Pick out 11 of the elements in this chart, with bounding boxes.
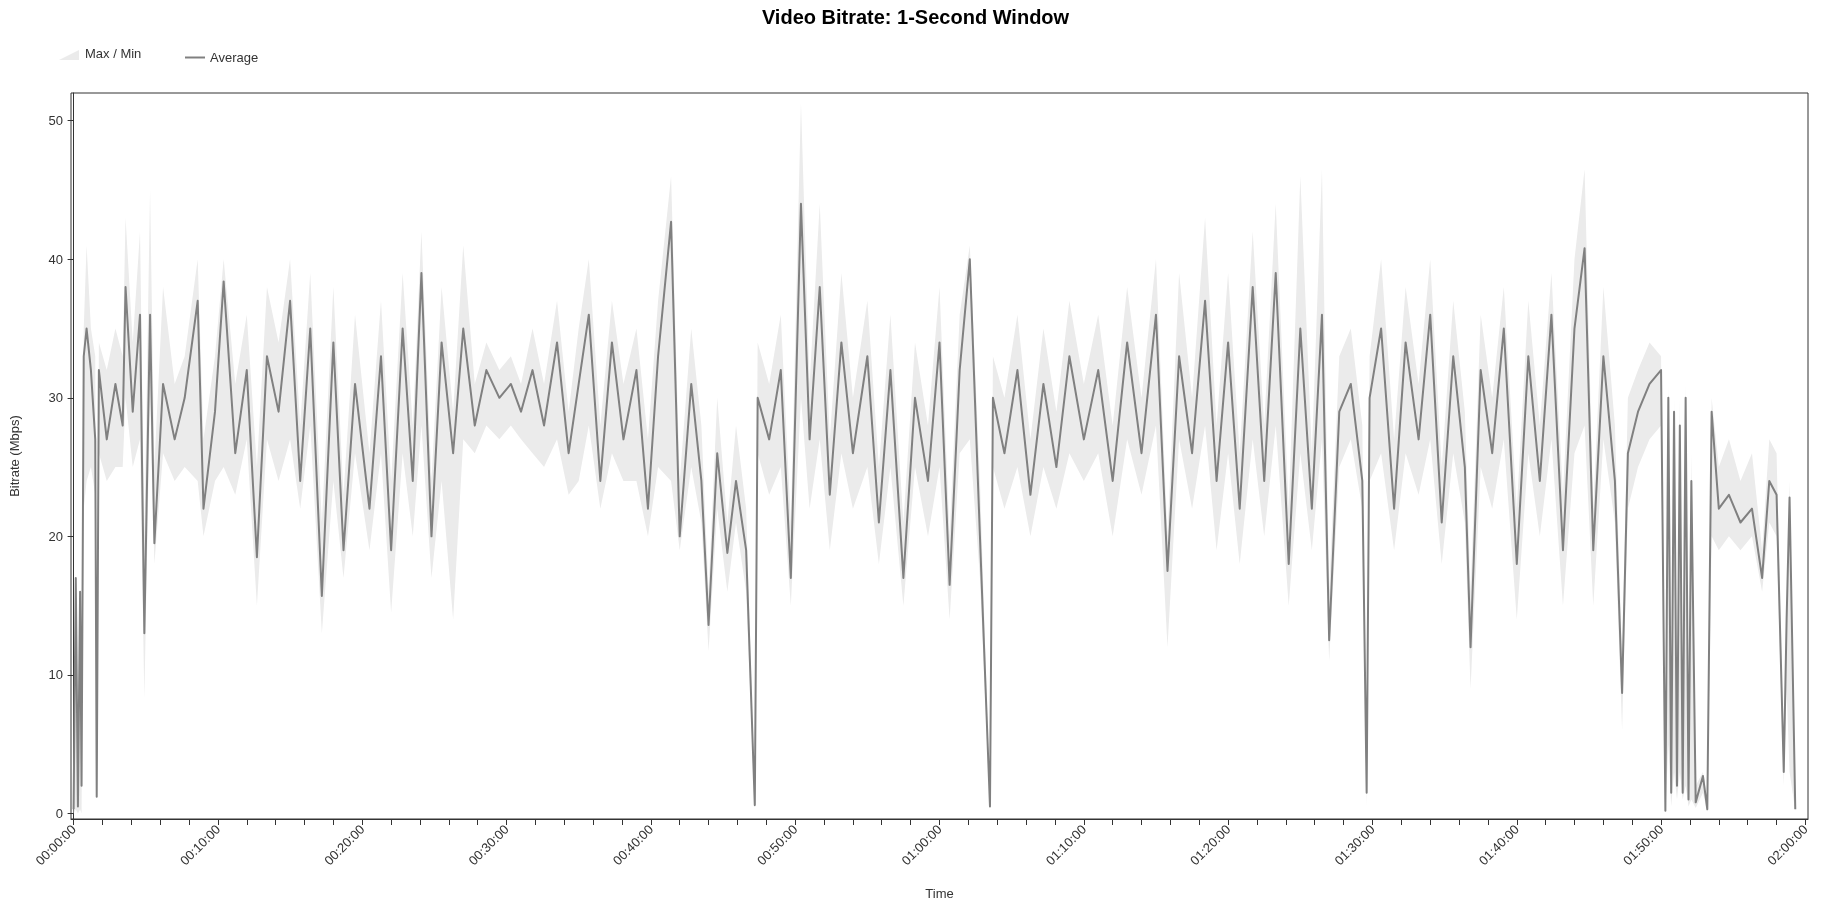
y-axis-title: Bitrate (Mbps) (7, 415, 22, 497)
chart-title: Video Bitrate: 1-Second Window (761, 6, 1070, 28)
y-tick-label: 30 (48, 390, 63, 406)
text: Max / Min (85, 46, 142, 61)
y-tick-label: 50 (48, 113, 63, 129)
legend-label: Average (210, 50, 259, 65)
y-tick-label: 10 (48, 667, 63, 683)
x-axis-title: Time (925, 886, 954, 901)
y-tick-label: 40 (48, 251, 63, 267)
y-tick-label: 20 (48, 528, 63, 544)
y-tick-label: 0 (55, 805, 63, 821)
